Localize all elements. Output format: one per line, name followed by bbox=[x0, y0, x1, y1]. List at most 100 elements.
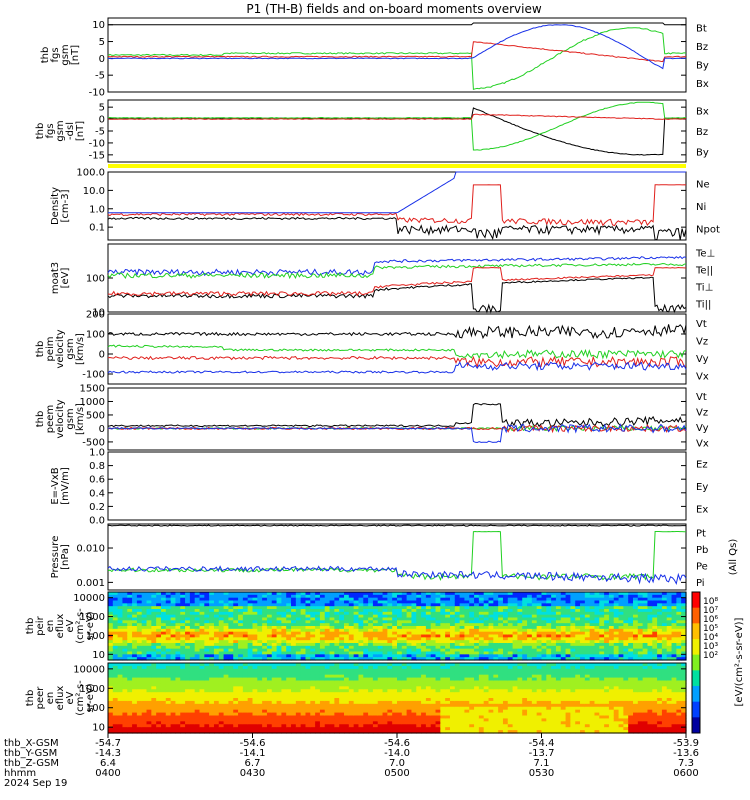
panel-frame bbox=[107, 171, 687, 241]
tick-label: 10.0 bbox=[83, 186, 105, 197]
y-axis-label: [mV/m] bbox=[60, 467, 71, 505]
tick-label: 0.010 bbox=[76, 544, 105, 555]
tick-label: 1.0 bbox=[89, 204, 105, 215]
y-axis-label: en bbox=[45, 692, 56, 705]
x-tick-value: 0600 bbox=[673, 768, 698, 779]
x-tick-value: 0430 bbox=[240, 768, 265, 779]
x-tick-value: 6.7 bbox=[245, 758, 261, 769]
legend-Ey: Ey bbox=[696, 482, 708, 493]
x-tick-value: -54.7 bbox=[95, 738, 121, 749]
y-axis-label: Density bbox=[50, 187, 61, 225]
tick-label: 1000 bbox=[80, 612, 105, 623]
tick-label: 0.001 bbox=[76, 578, 105, 589]
series-By bbox=[107, 101, 686, 151]
series-Vt bbox=[107, 324, 687, 340]
x-tick-value: -14.0 bbox=[384, 748, 410, 759]
x-tick-value: 0530 bbox=[529, 768, 554, 779]
tick-label: 0.1 bbox=[89, 223, 105, 234]
date-label: 2024 Sep 19 bbox=[4, 778, 67, 789]
y-axis-label: peer bbox=[35, 686, 46, 710]
y-axis-label: velocity bbox=[55, 399, 66, 438]
tick-label: 100.0 bbox=[76, 168, 105, 179]
y-axis-label: [nT] bbox=[75, 121, 86, 141]
y-axis-label: (cm²-s- bbox=[75, 608, 86, 644]
y-axis-label: [eV] bbox=[60, 268, 71, 289]
series-By bbox=[107, 27, 687, 90]
legend-Ni: Ni bbox=[696, 202, 706, 213]
legend-Vt: Vt bbox=[696, 392, 707, 403]
tick-label: 1000 bbox=[80, 397, 105, 408]
y-axis-label: peem bbox=[45, 405, 56, 433]
y-axis-label: fgs bbox=[45, 123, 56, 138]
y-axis-label: gsm bbox=[60, 44, 71, 65]
series-Pi bbox=[107, 565, 687, 586]
tick-label: 500 bbox=[86, 410, 105, 421]
series-Vx bbox=[107, 360, 687, 374]
x-tick-value: -53.9 bbox=[673, 738, 699, 749]
y-axis-label: Pressure bbox=[50, 536, 61, 579]
series-Te⊥ bbox=[107, 266, 687, 297]
legend-Bx: Bx bbox=[696, 79, 709, 90]
series-Bz bbox=[107, 41, 687, 63]
series-Vx bbox=[107, 423, 687, 444]
legend-Vy: Vy bbox=[696, 354, 709, 365]
y-axis-label: thb bbox=[35, 411, 46, 428]
y-axis-label: eflux bbox=[55, 686, 66, 711]
y-axis-label: thb bbox=[25, 690, 36, 707]
colorbar-tick: 10² bbox=[703, 651, 718, 661]
colorbar-label: [eV/(cm²-s-sr-eV)] bbox=[734, 617, 745, 706]
y-axis-label: peir bbox=[35, 615, 46, 635]
x-tick-value: -13.6 bbox=[673, 748, 699, 759]
series-Bx bbox=[108, 24, 687, 70]
tick-label: -5 bbox=[95, 127, 105, 138]
legend-Ez: Ez bbox=[696, 459, 708, 470]
tick-label: -5 bbox=[95, 71, 105, 82]
y-axis-label: thb bbox=[35, 123, 46, 140]
tick-label: 0 bbox=[99, 350, 105, 361]
legend-By: By bbox=[696, 148, 709, 159]
tick-label: 100 bbox=[86, 703, 105, 714]
panel-frame bbox=[107, 451, 687, 521]
panel-frame bbox=[107, 387, 687, 451]
tick-label: 10 bbox=[92, 20, 105, 31]
yellow-flag-bar bbox=[108, 164, 686, 168]
legend-Ti||: Ti|| bbox=[695, 300, 711, 311]
x-tick-value: 7.0 bbox=[389, 758, 405, 769]
tick-label: 0.4 bbox=[89, 488, 105, 499]
series-Bz bbox=[107, 113, 687, 120]
tick-label: 100 bbox=[86, 330, 105, 341]
tick-label: 5 bbox=[99, 37, 105, 48]
y-axis-label: (cm²-s- bbox=[75, 680, 86, 716]
tick-label: 0.0 bbox=[89, 516, 105, 527]
figure-title: P1 (TH-B) fields and on-board moments ov… bbox=[246, 2, 542, 16]
x-tick-value: -54.4 bbox=[529, 738, 555, 749]
x-tick-value: -13.7 bbox=[529, 748, 555, 759]
tick-label: 1.0 bbox=[89, 448, 105, 459]
legend-Ne: Ne bbox=[696, 179, 710, 190]
y-axis-label: [km/s] bbox=[75, 403, 86, 435]
series-Ne bbox=[107, 184, 687, 227]
legend-Bz: Bz bbox=[696, 42, 708, 53]
y-axis-label: [nT] bbox=[70, 45, 81, 65]
legend-Pt: Pt bbox=[696, 528, 706, 539]
colorbar-tick: 10⁸ bbox=[703, 597, 718, 607]
legend-Ti⊥: Ti⊥ bbox=[695, 283, 713, 294]
series-Ti|| bbox=[107, 262, 687, 280]
tick-label: -100 bbox=[82, 370, 105, 381]
panel-frame bbox=[107, 17, 687, 93]
x-tick-value: 7.3 bbox=[678, 758, 694, 769]
colorbar-tick: 10⁴ bbox=[703, 633, 718, 643]
legend-Te||: Te|| bbox=[695, 266, 713, 277]
tick-label: -10 bbox=[89, 88, 105, 99]
legend-Vx: Vx bbox=[696, 371, 709, 382]
y-axis-label: velocity bbox=[55, 329, 66, 368]
colorbar-tick: 10⁶ bbox=[703, 615, 718, 625]
x-axis-labels: thb_X-GSM -54.7 -54.6 -54.6 -54.4 -53.9 thb_Y-… bbox=[4, 733, 699, 789]
panel-frame bbox=[107, 591, 687, 661]
tick-label: 1000 bbox=[80, 684, 105, 695]
tick-label: -15 bbox=[89, 150, 105, 161]
tick-label: -10 bbox=[89, 138, 105, 149]
x-row-label: thb_Y-GSM bbox=[4, 748, 57, 759]
x-tick-value: 0500 bbox=[384, 768, 409, 779]
